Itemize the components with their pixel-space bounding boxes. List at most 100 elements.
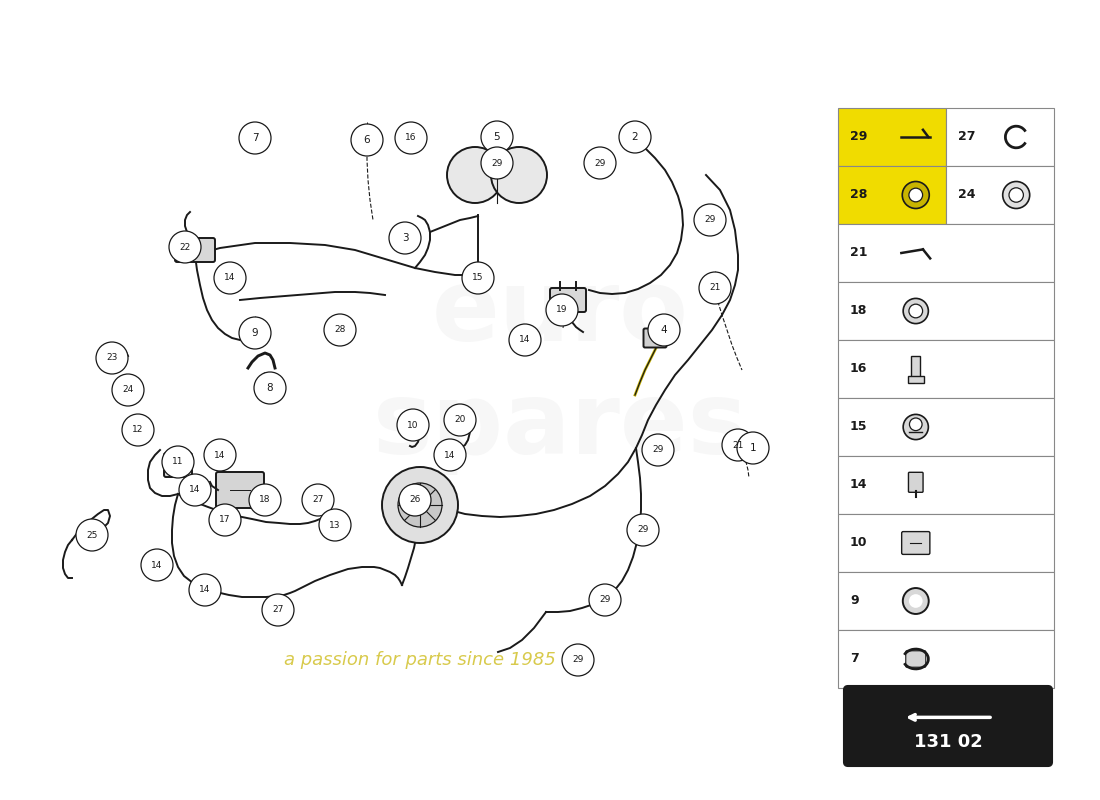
Circle shape [96, 342, 128, 374]
Bar [908, 376, 924, 382]
Circle shape [141, 549, 173, 581]
Text: 28: 28 [850, 189, 868, 202]
Text: 22: 22 [179, 242, 190, 251]
Text: 9: 9 [252, 328, 258, 338]
Text: 7: 7 [252, 133, 258, 143]
Bar [838, 166, 946, 224]
Text: 29: 29 [704, 215, 716, 225]
Text: 8: 8 [266, 383, 273, 393]
Circle shape [209, 504, 241, 536]
Circle shape [462, 262, 494, 294]
Text: 29: 29 [652, 446, 663, 454]
Circle shape [642, 434, 674, 466]
Text: 14: 14 [224, 274, 235, 282]
Text: a passion for parts since 1985: a passion for parts since 1985 [284, 651, 556, 669]
Circle shape [481, 147, 513, 179]
Text: 14: 14 [152, 561, 163, 570]
FancyBboxPatch shape [175, 238, 214, 262]
Text: 24: 24 [958, 189, 976, 202]
Circle shape [249, 484, 280, 516]
Circle shape [546, 294, 578, 326]
Text: 14: 14 [199, 586, 211, 594]
Circle shape [444, 404, 476, 436]
Circle shape [1009, 188, 1023, 202]
Text: 14: 14 [850, 478, 868, 491]
Circle shape [627, 514, 659, 546]
Circle shape [395, 122, 427, 154]
Text: 21: 21 [850, 246, 868, 259]
Text: 14: 14 [189, 486, 200, 494]
Text: 29: 29 [572, 655, 584, 665]
Circle shape [698, 272, 732, 304]
Text: 14: 14 [444, 450, 455, 459]
Text: 131 02: 131 02 [914, 733, 982, 751]
Circle shape [324, 314, 356, 346]
Text: 16: 16 [405, 134, 417, 142]
FancyBboxPatch shape [550, 288, 586, 312]
Circle shape [351, 124, 383, 156]
Circle shape [76, 519, 108, 551]
Circle shape [909, 594, 923, 608]
Circle shape [122, 414, 154, 446]
Text: 2: 2 [631, 132, 638, 142]
Text: 27: 27 [958, 130, 976, 143]
Circle shape [319, 509, 351, 541]
Text: 28: 28 [334, 326, 345, 334]
Circle shape [262, 594, 294, 626]
Bar [838, 630, 1054, 688]
Circle shape [619, 121, 651, 153]
Text: 14: 14 [519, 335, 530, 345]
FancyBboxPatch shape [909, 472, 923, 492]
Circle shape [239, 317, 271, 349]
Text: 29: 29 [637, 526, 649, 534]
Circle shape [112, 374, 144, 406]
Circle shape [509, 324, 541, 356]
Text: 27: 27 [312, 495, 323, 505]
Text: 18: 18 [850, 305, 868, 318]
Circle shape [434, 439, 466, 471]
Bar [838, 456, 1054, 514]
Circle shape [204, 439, 236, 471]
Circle shape [254, 372, 286, 404]
Text: 29: 29 [594, 158, 606, 167]
Text: 15: 15 [850, 421, 868, 434]
Text: 16: 16 [850, 362, 868, 375]
Text: 11: 11 [173, 458, 184, 466]
Circle shape [397, 409, 429, 441]
Text: 21: 21 [710, 283, 720, 293]
Circle shape [491, 147, 547, 203]
Circle shape [389, 222, 421, 254]
FancyBboxPatch shape [902, 532, 930, 554]
Circle shape [909, 188, 923, 202]
Circle shape [648, 314, 680, 346]
Text: 19: 19 [557, 306, 568, 314]
Circle shape [903, 588, 928, 614]
Text: 27: 27 [273, 606, 284, 614]
Text: 7: 7 [850, 653, 859, 666]
FancyBboxPatch shape [844, 686, 1052, 766]
Text: 21: 21 [733, 441, 744, 450]
Text: 26: 26 [409, 495, 420, 505]
Circle shape [169, 231, 201, 263]
Text: 14: 14 [214, 450, 225, 459]
Circle shape [189, 574, 221, 606]
Circle shape [382, 467, 458, 543]
Text: 9: 9 [850, 594, 859, 607]
Text: 25: 25 [86, 530, 98, 539]
Circle shape [903, 298, 928, 323]
Text: 17: 17 [219, 515, 231, 525]
Circle shape [214, 262, 246, 294]
Circle shape [562, 644, 594, 676]
Text: 18: 18 [260, 495, 271, 505]
Bar [911, 355, 921, 377]
Circle shape [909, 304, 923, 318]
Bar [838, 224, 1054, 282]
Circle shape [694, 204, 726, 236]
Circle shape [302, 484, 334, 516]
Circle shape [584, 147, 616, 179]
Bar [838, 572, 1054, 630]
FancyBboxPatch shape [905, 650, 926, 667]
Bar [838, 340, 1054, 398]
Circle shape [737, 432, 769, 464]
Bar [838, 108, 946, 166]
